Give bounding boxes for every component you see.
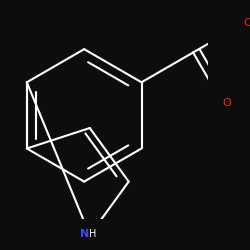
Text: N: N xyxy=(80,229,89,239)
Text: O: O xyxy=(222,98,231,108)
Text: H: H xyxy=(89,229,96,239)
Text: O: O xyxy=(243,18,250,28)
